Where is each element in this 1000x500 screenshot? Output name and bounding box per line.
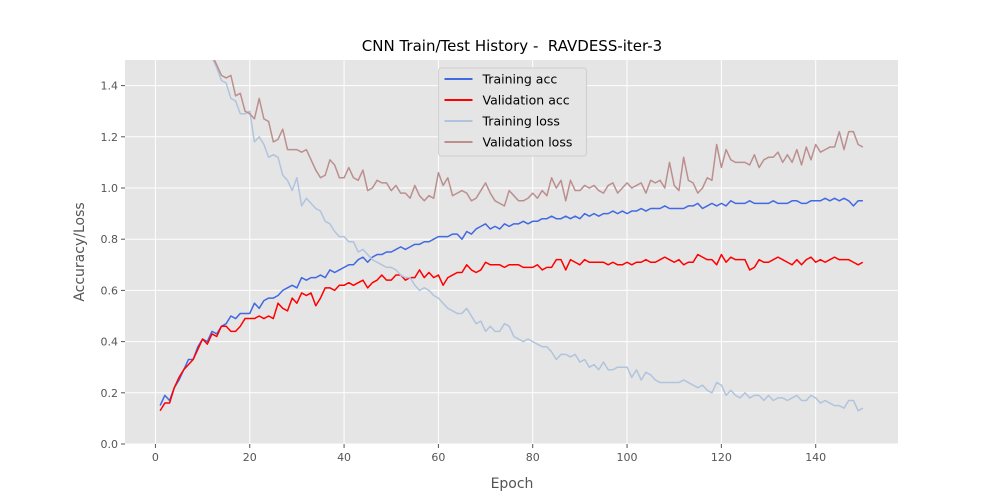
legend-label: Training acc [482,72,558,87]
legend-label: Training loss [482,114,560,129]
y-tick-label: 0.6 [101,284,119,297]
legend: Training acc Validation acc Training loss V… [438,67,587,157]
x-tick-label: 40 [337,451,351,464]
x-tick-label: 80 [526,451,540,464]
legend-label: Validation loss [483,135,573,150]
x-tick-label: 100 [617,451,638,464]
series-line [212,60,864,412]
x-tick-label: 0 [152,451,159,464]
y-tick-label: 0.4 [101,336,119,349]
y-tick-label: 1.4 [101,80,119,93]
ticks: 0 20 40 60 80 100 120 140 0.0 0.2 0.4 0.6 0.8 1.0 1.2 1… [101,80,827,464]
legend-label: Validation acc [483,93,570,108]
x-tick-label: 120 [711,451,732,464]
lines [159,60,864,412]
y-tick-label: 1.0 [101,182,119,195]
chart-title: CNN Train/Test History - RAVDESS-iter-3 [362,37,662,55]
series-line [213,60,864,207]
y-tick-label: 0.2 [101,387,119,400]
series-line [159,253,864,412]
series-line [159,197,863,406]
x-axis-label: Epoch [491,476,534,492]
y-tick-label: 0.0 [101,438,119,451]
x-tick-label: 140 [805,451,826,464]
y-axis-label: Accuracy/Loss [72,202,88,301]
y-tick-label: 0.8 [101,233,119,246]
y-tick-label: 1.2 [101,131,119,144]
x-tick-label: 20 [243,451,257,464]
x-tick-label: 60 [431,451,445,464]
legend-box [438,67,587,157]
